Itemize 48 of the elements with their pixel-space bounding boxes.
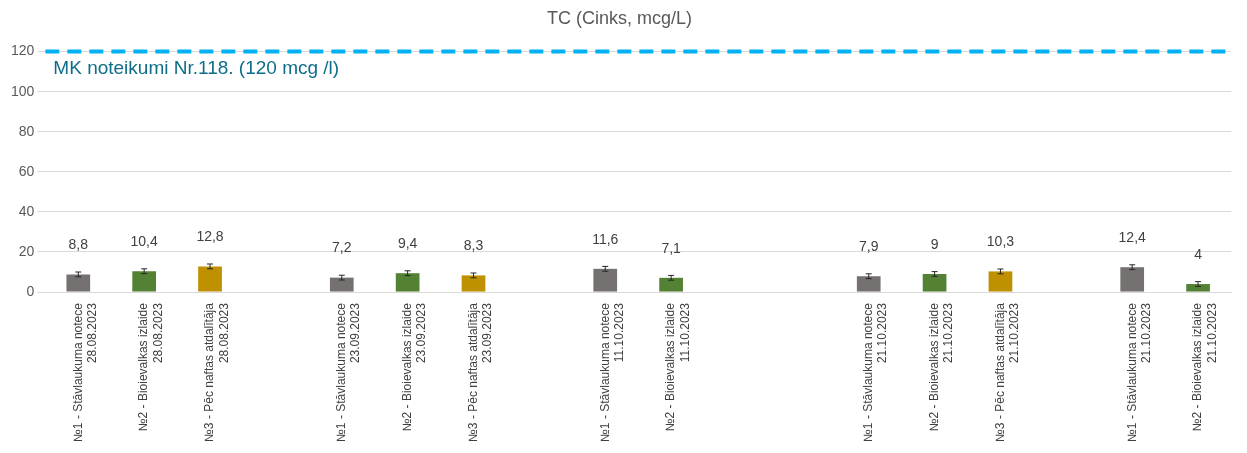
bar <box>856 276 881 292</box>
bar <box>922 274 947 292</box>
y-tick-label: 80 <box>18 122 35 139</box>
x-tick-label: №1 - Stāvlaukuma notece 21.10.2023 <box>1124 302 1153 442</box>
x-tick-label: №2 - Bioievalkas izlaide 21.10.2023 <box>1190 302 1219 432</box>
data-label: 12,4 <box>1118 229 1147 246</box>
bar <box>132 271 157 292</box>
x-tick-label: №1 - Stāvlaukuma notece 21.10.2023 <box>861 302 890 442</box>
chart-title: TC (Cinks, mcg/L) <box>546 7 693 28</box>
data-label: 9,4 <box>397 235 418 252</box>
x-tick-label: №2 - Bioievalkas izlaide 23.09.2023 <box>399 302 429 432</box>
bar <box>988 271 1013 292</box>
bar <box>395 273 420 292</box>
data-label: 10,4 <box>130 233 158 250</box>
x-tick-label: №1 - Stāvlaukuma notece 11.10.2023 <box>597 302 626 442</box>
data-label: 7,9 <box>858 238 879 255</box>
bar <box>198 266 222 292</box>
y-tick-label: 60 <box>18 162 35 179</box>
y-tick-label: 120 <box>11 42 35 59</box>
x-tick-label: №2 - Bioievalkas izlaide 21.10.2023 <box>926 302 956 432</box>
data-label: 10,3 <box>986 233 1015 250</box>
x-tick-label: №2 - Bioievalkas izlaide 11.10.2023 <box>663 302 692 432</box>
bar <box>593 268 618 292</box>
bar <box>66 274 91 292</box>
y-tick-label: 0 <box>26 282 35 299</box>
bar <box>1186 284 1210 292</box>
data-label: 8,8 <box>68 236 89 253</box>
bar <box>329 277 354 292</box>
y-tick-label: 40 <box>18 202 35 219</box>
ref-line-label: MK noteikumi Nr.118. (120 mcg /l) <box>53 57 340 79</box>
bar <box>461 275 486 292</box>
x-tick-label: №3 - Pēc naftas atdalītāja 23.09.2023 <box>465 302 495 442</box>
y-tick-label: 100 <box>11 82 35 99</box>
y-tick-label: 20 <box>18 242 35 259</box>
bar <box>659 277 683 292</box>
data-label: 7,2 <box>332 239 352 256</box>
x-tick-label: №1 - Stāvlaukuma notece 23.09.2023 <box>334 302 363 442</box>
x-tick-label: №3 - Pēc naftas atdalītāja 21.10.2023 <box>992 302 1022 442</box>
x-tick-label: №3 - Pēc naftas atdalītāja 28.08.2023 <box>202 302 231 442</box>
data-label: 12,8 <box>196 228 224 245</box>
data-label: 7,1 <box>661 239 682 256</box>
data-label: 8,3 <box>463 237 484 254</box>
x-tick-label: №1 - Stāvlaukuma notece 28.08.2023 <box>70 302 100 442</box>
bar <box>1120 267 1145 292</box>
data-label: 9 <box>930 235 939 252</box>
data-label: 11,6 <box>592 230 619 247</box>
x-tick-label: №2 - Bioievalkas izlaide 28.08.2023 <box>136 302 165 432</box>
data-label: 4 <box>1194 245 1203 262</box>
